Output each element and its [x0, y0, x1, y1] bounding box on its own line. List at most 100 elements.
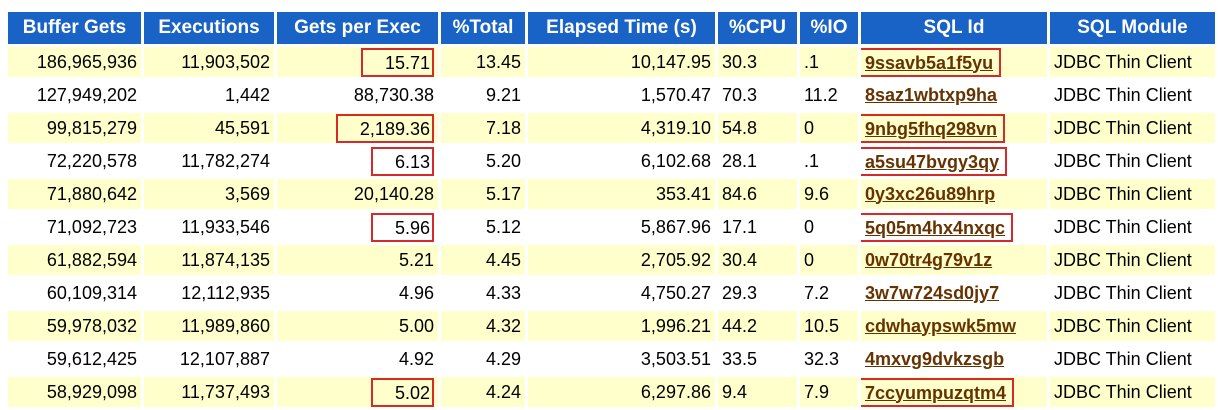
cell: 0 — [800, 212, 858, 242]
cell: 11.2 — [800, 80, 858, 110]
report: Buffer Gets Executions Gets per Exec %Total… — [5, 9, 1218, 410]
column-header: SQL Module — [1050, 12, 1215, 44]
cell: 3,503.51 — [528, 344, 715, 374]
cell: 186,965,936 — [8, 47, 141, 77]
highlight-box: 5q05m4hx4nxqc — [861, 212, 1014, 242]
cell: .1 — [800, 146, 858, 176]
cell: 12,112,935 — [144, 278, 274, 308]
cell: 72,220,578 — [8, 146, 141, 176]
sql-id-link[interactable]: a5su47bvgy3qy — [865, 151, 1000, 172]
cell: 4,319.10 — [528, 113, 715, 143]
cell: 84.6 — [718, 179, 797, 209]
highlight-box: 9nbg5fhq298vn — [861, 113, 1006, 143]
cell: JDBC Thin Client — [1050, 377, 1215, 407]
table-row: 61,882,594 11,874,135 5.21 4.45 2,705.92 30.4… — [8, 245, 1215, 275]
cell: 60,109,314 — [8, 278, 141, 308]
table-row: 59,978,032 11,989,860 5.00 4.32 1,996.21 44.2… — [8, 311, 1215, 341]
cell: 4.33 — [441, 278, 525, 308]
cell: 30.3 — [718, 47, 797, 77]
cell: 9.21 — [441, 80, 525, 110]
cell: 11,989,860 — [144, 311, 274, 341]
cell: 99,815,279 — [8, 113, 141, 143]
sql-id-link[interactable]: 8saz1wbtxp9ha — [865, 84, 998, 105]
cell: 0 — [800, 113, 858, 143]
cell: 5q05m4hx4nxqc — [861, 212, 1047, 242]
sql-id-link[interactable]: 7ccyumpuzqtm4 — [865, 382, 1007, 403]
cell: 11,737,493 — [144, 377, 274, 407]
cell: 4.96 — [277, 278, 438, 308]
sql-id-link[interactable]: 9nbg5fhq298vn — [865, 118, 998, 139]
table-row: 60,109,314 12,112,935 4.96 4.33 4,750.27 29.3… — [8, 278, 1215, 308]
cell: JDBC Thin Client — [1050, 344, 1215, 374]
cell: 45,591 — [144, 113, 274, 143]
cell: JDBC Thin Client — [1050, 179, 1215, 209]
cell: JDBC Thin Client — [1050, 311, 1215, 341]
cell: 58,929,098 — [8, 377, 141, 407]
table-row: 72,220,578 11,782,274 6.13 5.20 6,102.68 28.1… — [8, 146, 1215, 176]
highlight-box: 15.71 — [360, 47, 434, 77]
sql-id-link[interactable]: cdwhaypswk5mw — [865, 315, 1017, 336]
cell: a5su47bvgy3qy — [861, 146, 1047, 176]
cell: 59,978,032 — [8, 311, 141, 341]
cell: 2,189.36 — [277, 113, 438, 143]
cell: 12,107,887 — [144, 344, 274, 374]
cell: 9ssavb5a1f5yu — [861, 47, 1047, 77]
cell: 4,750.27 — [528, 278, 715, 308]
sql-id-link[interactable]: 0y3xc26u89hrp — [865, 183, 996, 204]
cell: 61,882,594 — [8, 245, 141, 275]
cell: 9nbg5fhq298vn — [861, 113, 1047, 143]
table-body: 186,965,936 11,903,502 15.71 13.45 10,147.95… — [8, 47, 1215, 407]
highlight-box: 9ssavb5a1f5yu — [861, 47, 1002, 77]
sql-id-link[interactable]: 4mxvg9dvkzsgb — [865, 348, 1005, 369]
cell: 4.32 — [441, 311, 525, 341]
cell: 0y3xc26u89hrp — [861, 179, 1047, 209]
cell: 1,996.21 — [528, 311, 715, 341]
cell: 127,949,202 — [8, 80, 141, 110]
cell: 30.4 — [718, 245, 797, 275]
cell: 2,705.92 — [528, 245, 715, 275]
sql-id-link[interactable]: 5q05m4hx4nxqc — [865, 217, 1006, 238]
cell: 71,880,642 — [8, 179, 141, 209]
cell: 9.6 — [800, 179, 858, 209]
cell: 15.71 — [277, 47, 438, 77]
cell: 71,092,723 — [8, 212, 141, 242]
cell: 10.5 — [800, 311, 858, 341]
cell: 28.1 — [718, 146, 797, 176]
highlight-box: a5su47bvgy3qy — [861, 146, 1008, 176]
sql-table: Buffer Gets Executions Gets per Exec %Total… — [5, 9, 1218, 410]
cell: JDBC Thin Client — [1050, 47, 1215, 77]
column-header: %Total — [441, 12, 525, 44]
sql-id-link[interactable]: 0w70tr4g79v1z — [865, 249, 993, 270]
column-header: %CPU — [718, 12, 797, 44]
cell: cdwhaypswk5mw — [861, 311, 1047, 341]
table-row: 58,929,098 11,737,493 5.02 4.24 6,297.86 9.4 7… — [8, 377, 1215, 407]
cell: 10,147.95 — [528, 47, 715, 77]
cell: 54.8 — [718, 113, 797, 143]
sql-id-link[interactable]: 9ssavb5a1f5yu — [865, 52, 994, 73]
cell: 4.45 — [441, 245, 525, 275]
cell: 7.2 — [800, 278, 858, 308]
column-header: SQL Id — [861, 12, 1047, 44]
cell: 1,442 — [144, 80, 274, 110]
column-header: Buffer Gets — [8, 12, 141, 44]
sql-id-link[interactable]: 3w7w724sd0jy7 — [865, 282, 1000, 303]
table-row: 127,949,202 1,442 88,730.38 9.21 1,570.47 70.… — [8, 80, 1215, 110]
highlight-box: 2,189.36 — [335, 113, 434, 143]
column-header: %IO — [800, 12, 858, 44]
highlight-box: 5.96 — [370, 212, 434, 242]
cell: 0 — [800, 245, 858, 275]
cell: 4.92 — [277, 344, 438, 374]
table-row: 99,815,279 45,591 2,189.36 7.18 4,319.10 54.8… — [8, 113, 1215, 143]
cell: 4.29 — [441, 344, 525, 374]
cell: 7.9 — [800, 377, 858, 407]
cell: JDBC Thin Client — [1050, 113, 1215, 143]
table-row: 71,092,723 11,933,546 5.96 5.12 5,867.96 17.1… — [8, 212, 1215, 242]
cell: 8saz1wbtxp9ha — [861, 80, 1047, 110]
cell: JDBC Thin Client — [1050, 80, 1215, 110]
cell: 59,612,425 — [8, 344, 141, 374]
cell: 32.3 — [800, 344, 858, 374]
cell: JDBC Thin Client — [1050, 278, 1215, 308]
cell: 4.24 — [441, 377, 525, 407]
cell: 353.41 — [528, 179, 715, 209]
